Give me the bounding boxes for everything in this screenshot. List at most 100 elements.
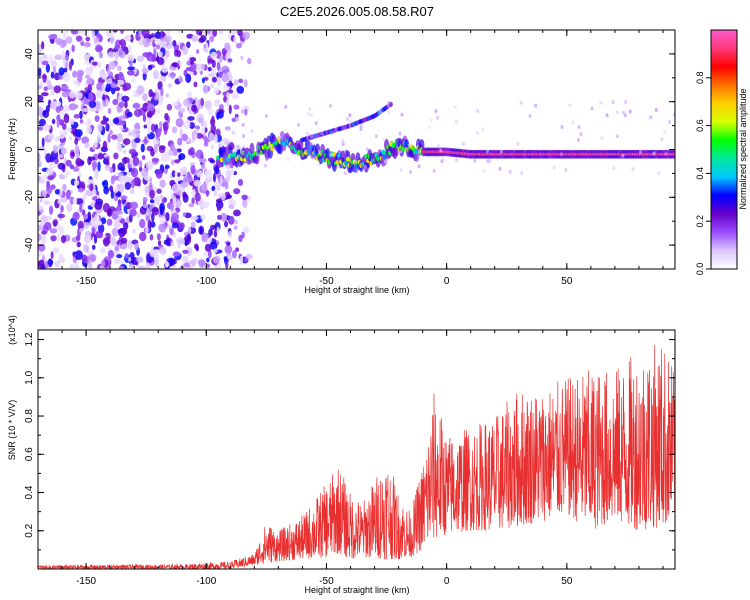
heatmap-noise-cell (142, 93, 148, 102)
heatmap-noise-cell (39, 81, 44, 87)
colorbar-label: Normalized spectral amplitude (738, 88, 748, 209)
heatmap-noise-cell (109, 166, 114, 174)
heatmap-noise-cell (145, 216, 151, 222)
heatmap-noise-cell (130, 179, 135, 189)
heatmap-noise-cell (38, 201, 41, 207)
heatmap-noise-cell (116, 132, 124, 143)
heatmap-noise-cell (127, 53, 135, 63)
heatmap-noise-cell (111, 134, 118, 140)
heatmap-noise-cell (69, 118, 75, 125)
heatmap-noise-cell (114, 245, 120, 252)
heatmap-noise-cell (205, 42, 209, 51)
heatmap-noise-cell (121, 156, 130, 164)
heatmap-noise-cell (160, 86, 164, 97)
chart-title: C2E5.2026.005.08.58.R07 (280, 4, 434, 19)
heatmap-noise-cell (165, 30, 171, 37)
heatmap-noise-cell (240, 55, 244, 61)
heatmap-noise-cell (47, 80, 52, 89)
heatmap-noise-cell (212, 30, 218, 37)
heatmap-noise-cell (171, 183, 180, 193)
heatmap-faint-cell (476, 109, 480, 114)
heatmap-faint-cell (278, 135, 282, 140)
heatmap-noise-cell (195, 133, 204, 139)
heatmap-noise-cell (142, 102, 149, 113)
heatmap-noise-cell (233, 209, 241, 217)
heatmap-noise-cell (100, 247, 107, 254)
heatmap-noise-cell (57, 213, 66, 219)
heatmap-noise-cell (122, 149, 127, 154)
heatmap-noise-cell (159, 179, 166, 188)
heatmap-noise-cell (207, 66, 212, 72)
heatmap-noise-cell (51, 118, 56, 125)
heatmap-noise-cell (157, 240, 162, 246)
heatmap-faint-cell (336, 164, 340, 169)
heatmap-noise-cell (143, 124, 148, 129)
heatmap-noise-cell (63, 104, 68, 110)
heatmap-faint-cell (264, 113, 268, 118)
heatmap-faint-cell (407, 143, 411, 148)
heatmap-noise-cell (146, 117, 152, 126)
heatmap-faint-cell (399, 168, 403, 173)
heatmap-noise-cell (149, 233, 154, 241)
heatmap-noise-cell (146, 207, 150, 216)
heatmap-noise-cell (159, 216, 166, 225)
heatmap-noise-cell (149, 249, 158, 258)
heatmap-noise-cell (38, 146, 46, 151)
heatmap-y-axis-label: Frequency (Hz) (7, 118, 17, 180)
heatmap-noise-cell (129, 208, 137, 217)
heatmap-noise-cell (205, 177, 209, 185)
heatmap-noise-cell (180, 238, 186, 245)
heatmap-noise-cell (112, 99, 119, 106)
heatmap-noise-cell (213, 86, 219, 94)
heatmap-noise-cell (226, 82, 234, 87)
heatmap-noise-cell (150, 245, 154, 251)
heatmap-noise-cell (73, 80, 80, 85)
heatmap-noise-cell (180, 166, 188, 176)
heatmap-noise-cell (204, 126, 208, 133)
heatmap-noise-cell (182, 45, 189, 56)
snr-x-tick-label: -50 (319, 576, 334, 587)
heatmap-noise-cell (175, 118, 184, 128)
heatmap-noise-cell (149, 199, 155, 204)
heatmap-faint-cell (534, 103, 538, 108)
heatmap-faint-cell (427, 125, 431, 130)
heatmap-noise-cell (182, 212, 187, 217)
heatmap-noise-cell (150, 148, 155, 157)
heatmap-noise-cell (46, 180, 51, 187)
heatmap-y-tick-label: 40 (24, 48, 35, 60)
heatmap-noise-cell (147, 64, 153, 71)
heatmap-noise-cell (211, 115, 215, 123)
heatmap-noise-cell (41, 92, 49, 97)
heatmap-noise-cell (58, 130, 65, 140)
heatmap-noise-cell (62, 72, 71, 82)
heatmap-noise-cell (86, 77, 94, 86)
heatmap-noise-cell (94, 172, 98, 179)
heatmap-noise-cell (225, 175, 231, 183)
heatmap-noise-cell (170, 143, 175, 152)
snr-y-tick-label: 1.2 (24, 332, 35, 346)
heatmap-noise-cell (141, 68, 149, 75)
heatmap-noise-cell (224, 42, 231, 51)
heatmap-noise-cell (59, 187, 63, 197)
heatmap-faint-cell (455, 158, 459, 163)
heatmap-noise-cell (228, 230, 233, 238)
heatmap-noise-cell (57, 101, 62, 107)
heatmap-noise-cell (142, 196, 148, 203)
heatmap-faint-cell (528, 114, 532, 119)
heatmap-noise-cell (109, 37, 115, 45)
heatmap-noise-cell (241, 194, 248, 200)
heatmap-noise-cell (122, 85, 128, 92)
heatmap-noise-cell (111, 227, 119, 237)
heatmap-noise-cell (114, 186, 119, 193)
heatmap-noise-cell (38, 118, 46, 127)
heatmap-noise-cell (236, 85, 245, 94)
heatmap-noise-cell (47, 133, 54, 141)
heatmap-noise-cell (190, 221, 196, 228)
heatmap-faint-cell (341, 142, 345, 147)
heatmap-noise-cell (136, 55, 145, 62)
heatmap-noise-cell (201, 77, 206, 84)
heatmap-noise-cell (42, 109, 50, 119)
heatmap-noise-cell (161, 197, 166, 204)
heatmap-noise-cell (74, 91, 83, 100)
heatmap-noise-cell (100, 259, 106, 267)
